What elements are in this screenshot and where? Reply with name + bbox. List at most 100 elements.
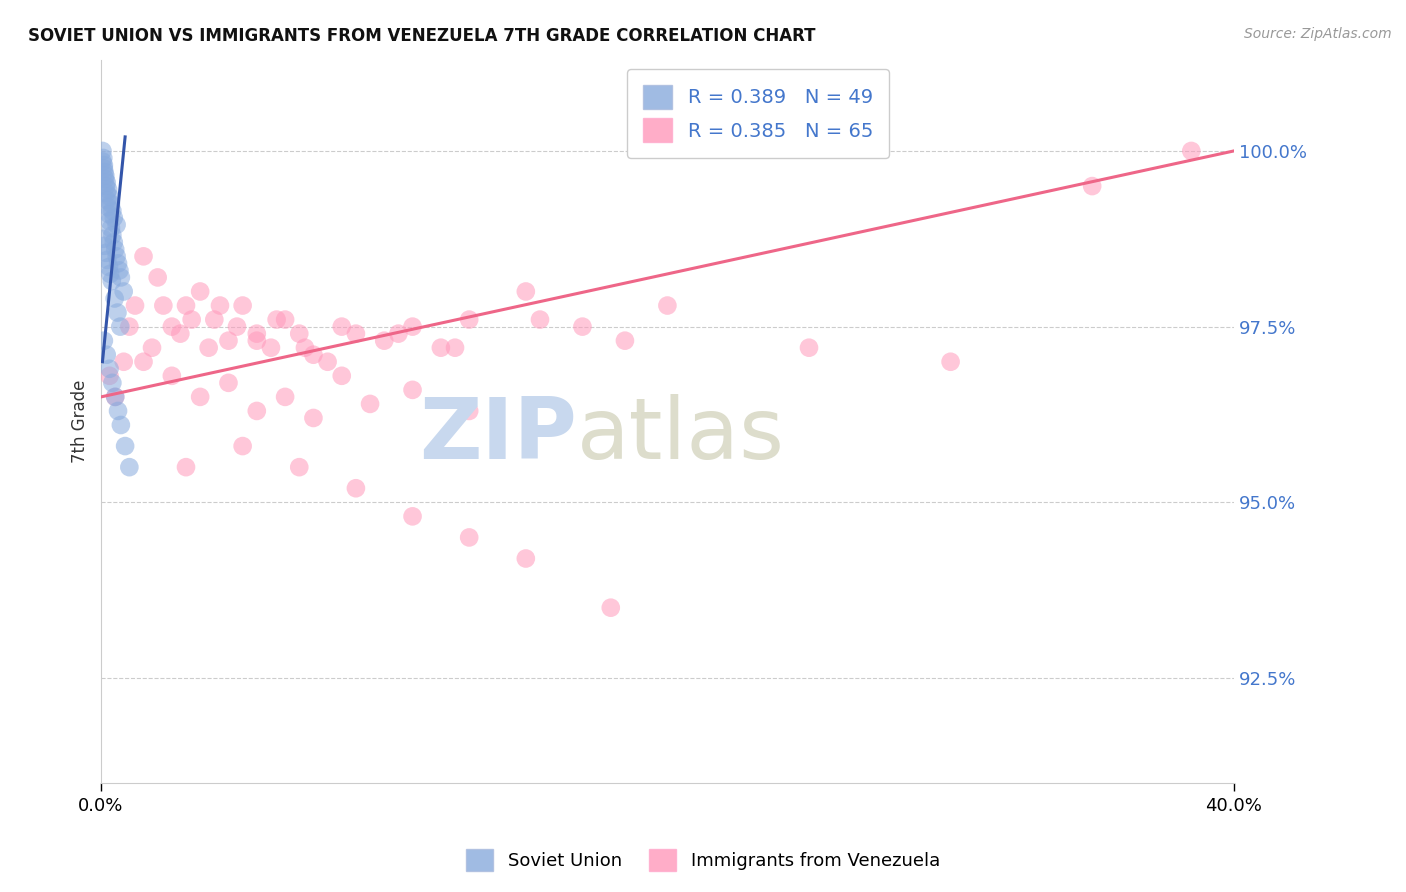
Point — [939, 355, 962, 369]
Text: Source: ZipAtlas.com: Source: ZipAtlas.com — [1244, 27, 1392, 41]
Point — [294, 341, 316, 355]
Point — [274, 312, 297, 326]
Point — [98, 214, 121, 228]
Point — [101, 203, 124, 218]
Point — [458, 530, 481, 544]
Point — [246, 334, 269, 348]
Point — [160, 319, 183, 334]
Point — [260, 341, 283, 355]
Text: ZIP: ZIP — [419, 394, 576, 477]
Point — [571, 319, 593, 334]
Point — [657, 299, 679, 313]
Point — [174, 299, 197, 313]
Point — [105, 218, 128, 232]
Point — [103, 211, 125, 225]
Point — [93, 239, 115, 253]
Point — [387, 326, 409, 341]
Point — [110, 417, 132, 432]
Point — [96, 348, 118, 362]
Point — [401, 383, 423, 397]
Text: atlas: atlas — [576, 394, 785, 477]
Point — [94, 245, 117, 260]
Point — [188, 285, 211, 299]
Point — [515, 285, 537, 299]
Point — [344, 481, 367, 495]
Point — [98, 260, 121, 274]
Point — [208, 299, 231, 313]
Point — [1081, 179, 1104, 194]
Point — [444, 341, 467, 355]
Point — [266, 312, 288, 326]
Point — [93, 165, 115, 179]
Point — [114, 439, 136, 453]
Point — [98, 368, 121, 383]
Point — [94, 179, 117, 194]
Point — [180, 312, 202, 326]
Point — [97, 200, 120, 214]
Point — [104, 292, 127, 306]
Point — [218, 376, 240, 390]
Point — [124, 299, 146, 313]
Point — [302, 348, 325, 362]
Point — [98, 189, 121, 203]
Point — [104, 390, 127, 404]
Point — [91, 232, 114, 246]
Point — [96, 252, 118, 267]
Point — [197, 341, 219, 355]
Point — [232, 439, 254, 453]
Point — [330, 368, 353, 383]
Point — [1180, 144, 1202, 158]
Point — [174, 460, 197, 475]
Point — [110, 270, 132, 285]
Point — [797, 341, 820, 355]
Point — [118, 319, 141, 334]
Point — [401, 509, 423, 524]
Point — [430, 341, 453, 355]
Point — [141, 341, 163, 355]
Point — [515, 551, 537, 566]
Point — [316, 355, 339, 369]
Point — [359, 397, 381, 411]
Point — [458, 312, 481, 326]
Point — [232, 299, 254, 313]
Point — [107, 256, 129, 270]
Point — [112, 355, 135, 369]
Point — [401, 319, 423, 334]
Point — [94, 172, 117, 186]
Point — [94, 169, 117, 183]
Point — [202, 312, 225, 326]
Point — [132, 355, 155, 369]
Point — [91, 154, 114, 169]
Point — [98, 361, 121, 376]
Point — [105, 249, 128, 263]
Point — [160, 368, 183, 383]
Point — [529, 312, 551, 326]
Point — [100, 221, 122, 235]
Point — [93, 161, 115, 176]
Point — [93, 158, 115, 172]
Point — [132, 249, 155, 263]
Point — [104, 390, 127, 404]
Point — [107, 404, 129, 418]
Y-axis label: 7th Grade: 7th Grade — [72, 380, 89, 463]
Point — [330, 319, 353, 334]
Legend: Soviet Union, Immigrants from Venezuela: Soviet Union, Immigrants from Venezuela — [458, 842, 948, 879]
Point — [91, 144, 114, 158]
Text: SOVIET UNION VS IMMIGRANTS FROM VENEZUELA 7TH GRADE CORRELATION CHART: SOVIET UNION VS IMMIGRANTS FROM VENEZUEL… — [28, 27, 815, 45]
Point — [112, 285, 135, 299]
Legend: R = 0.389   N = 49, R = 0.385   N = 65: R = 0.389 N = 49, R = 0.385 N = 65 — [627, 70, 889, 158]
Point — [101, 228, 124, 243]
Point — [101, 376, 124, 390]
Point — [96, 176, 118, 190]
Point — [96, 193, 118, 207]
Point — [98, 207, 121, 221]
Point — [613, 334, 636, 348]
Point — [344, 326, 367, 341]
Point — [218, 334, 240, 348]
Point — [110, 319, 132, 334]
Point — [118, 460, 141, 475]
Point — [599, 600, 621, 615]
Point — [108, 263, 131, 277]
Point — [96, 186, 118, 200]
Point — [103, 235, 125, 250]
